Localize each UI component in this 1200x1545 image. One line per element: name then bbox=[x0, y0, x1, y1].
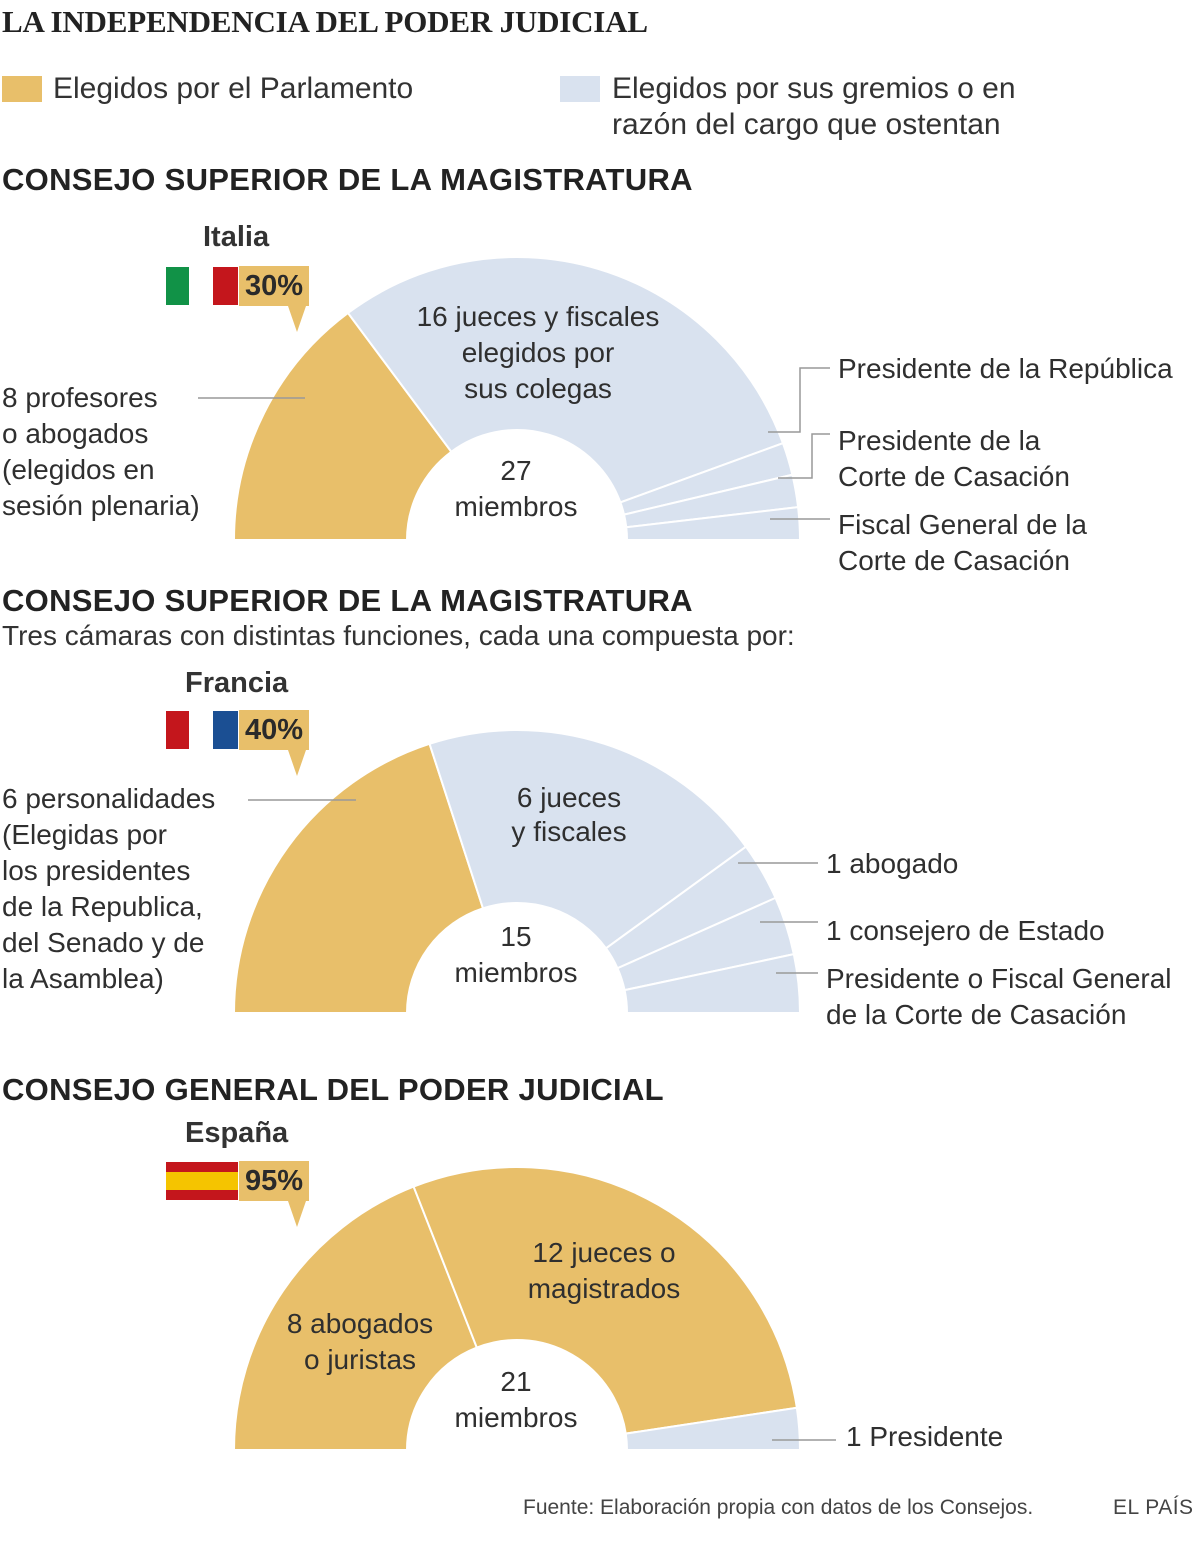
chart-francia-slice-0 bbox=[232, 742, 485, 1014]
chart-españa-slice-label-0: 8 abogados o juristas bbox=[287, 1308, 433, 1375]
legend-parliament-swatch bbox=[2, 76, 42, 102]
flag-stripe-green bbox=[166, 267, 189, 305]
page-title: LA INDEPENDENCIA DEL PODER JUDICIAL bbox=[2, 4, 648, 39]
pct-badge-italia: 30% bbox=[239, 266, 310, 306]
chart-francia-slice-label-1: 6 jueces y fiscales bbox=[511, 782, 626, 847]
chart-francia-center-label: 15 miembros bbox=[455, 921, 578, 988]
chart-italia-slice-label-3: Presidente de la Corte de Casación bbox=[838, 425, 1070, 492]
chart-francia-slice-label-2: 1 abogado bbox=[826, 848, 958, 879]
chart-italia-slice-label-4: Fiscal General de la Corte de Casación bbox=[838, 509, 1087, 576]
section-title-espana: CONSEJO GENERAL DEL PODER JUDICIAL bbox=[2, 1072, 664, 1107]
brand-logo: EL PAÍS bbox=[1113, 1496, 1194, 1519]
section-subtitle-francia: Tres cámaras con distintas funciones, ca… bbox=[2, 620, 795, 651]
flag-stripe-blue bbox=[213, 711, 238, 749]
chart-italia-slice-4 bbox=[625, 506, 802, 541]
chart-francia-slice-label-0: 6 personalidades (Elegidas por los preside… bbox=[2, 783, 215, 994]
flag-stripe-red bbox=[213, 267, 238, 305]
chart-italia-slice-label-2: Presidente de la República bbox=[838, 353, 1173, 384]
chart-españa-slice-label-2: 1 Presidente bbox=[846, 1421, 1003, 1452]
chart-italia-center-label: 27 miembros bbox=[455, 455, 578, 522]
flag-stripe-red-bottom bbox=[166, 1190, 238, 1200]
flag-italia bbox=[166, 267, 238, 305]
legend-guild-label-line2: razón del cargo que ostentan bbox=[612, 108, 1001, 141]
section-title-francia: CONSEJO SUPERIOR DE LA MAGISTRATURA bbox=[2, 583, 693, 618]
chart-francia-slice-label-4: Presidente o Fiscal General de la Corte d… bbox=[826, 963, 1172, 1030]
flag-stripe-yellow bbox=[166, 1172, 238, 1190]
flag-stripe-red-top bbox=[166, 1162, 238, 1172]
chart-españa-slice-2 bbox=[624, 1406, 802, 1451]
flag-stripe-red bbox=[166, 711, 189, 749]
section-title-italia: CONSEJO SUPERIOR DE LA MAGISTRATURA bbox=[2, 162, 693, 197]
pct-pointer-francia bbox=[288, 750, 306, 776]
pct-pointer-espana bbox=[288, 1201, 306, 1227]
chart-españa-center-label: 21 miembros bbox=[455, 1366, 578, 1433]
chart-italia-slice-0 bbox=[232, 311, 453, 541]
legend-parliament-label: Elegidos por el Parlamento bbox=[53, 72, 414, 105]
pct-pointer-italia bbox=[288, 306, 306, 332]
chart-italia-slice-label-0: 8 profesores o abogados (elegidos en sesión… bbox=[2, 382, 200, 521]
chart-italia-leader-line-2 bbox=[768, 367, 830, 433]
country-label-italia: Italia bbox=[203, 221, 270, 253]
source-note: Fuente: Elaboración propia con datos de … bbox=[523, 1496, 1034, 1519]
chart-italia-leader-line-3 bbox=[778, 433, 830, 479]
chart-españa-slice-1 bbox=[412, 1166, 798, 1435]
country-label-francia: Francia bbox=[185, 667, 289, 699]
chart-italia-slice-label-1: 16 jueces y fiscales elegidos por sus cole… bbox=[417, 301, 660, 404]
chart-francia-slice-1 bbox=[428, 729, 748, 950]
flag-espana bbox=[166, 1162, 238, 1200]
chart-francia-slice-label-3: 1 consejero de Estado bbox=[826, 915, 1105, 946]
chart-italia-slice-1 bbox=[346, 256, 785, 504]
pct-badge-espana: 95% bbox=[239, 1161, 310, 1201]
chart-francia-slice-4 bbox=[623, 952, 802, 1014]
flag-stripe-white bbox=[189, 711, 213, 749]
country-label-espana: España bbox=[185, 1117, 289, 1149]
flag-francia bbox=[166, 711, 238, 749]
flag-stripe-white bbox=[189, 267, 213, 305]
chart-españa-slice-0 bbox=[232, 1185, 479, 1451]
chart-españa-slice-label-1: 12 jueces o magistrados bbox=[528, 1237, 681, 1304]
legend-guild-label-line1: Elegidos por sus gremios o en bbox=[612, 72, 1016, 105]
legend-guild-swatch bbox=[560, 76, 600, 102]
pct-badge-francia: 40% bbox=[239, 710, 310, 750]
